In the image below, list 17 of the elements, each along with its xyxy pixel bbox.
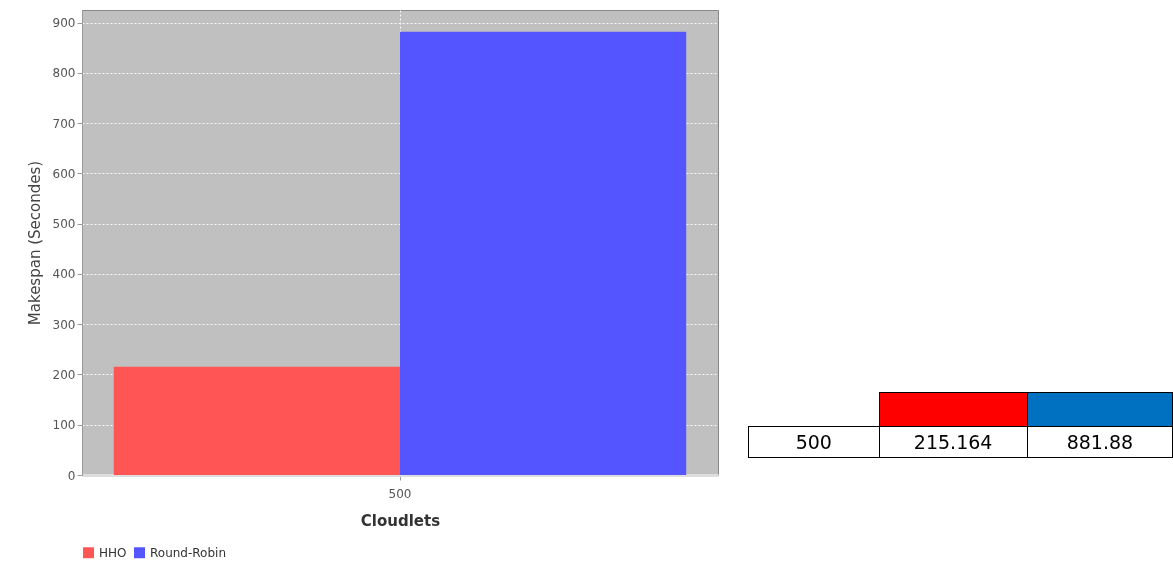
text: 500 [748, 426, 880, 458]
y-tick-label: 400 [52, 267, 76, 282]
y-tick-label: 100 [52, 418, 76, 433]
legend-label: HHO [99, 545, 127, 560]
y-tick-label: 200 [52, 367, 76, 382]
legend-label: Round-Robin [150, 545, 226, 560]
text: 881.88 [1027, 426, 1173, 458]
y-tick-label: 0 [67, 468, 76, 483]
y-tick-label: 700 [52, 116, 76, 131]
y-tick-label: 300 [52, 317, 76, 332]
y-tick-label: 500 [52, 217, 76, 232]
x-axis-title: Cloudlets [360, 511, 441, 530]
y-tick-label: 900 [52, 16, 76, 31]
y-tick-label: 800 [52, 66, 76, 81]
text: 215.164 [879, 426, 1028, 458]
y-axis-title: Makespan (Secondes) [25, 160, 44, 326]
y-tick-label: 600 [52, 166, 76, 181]
